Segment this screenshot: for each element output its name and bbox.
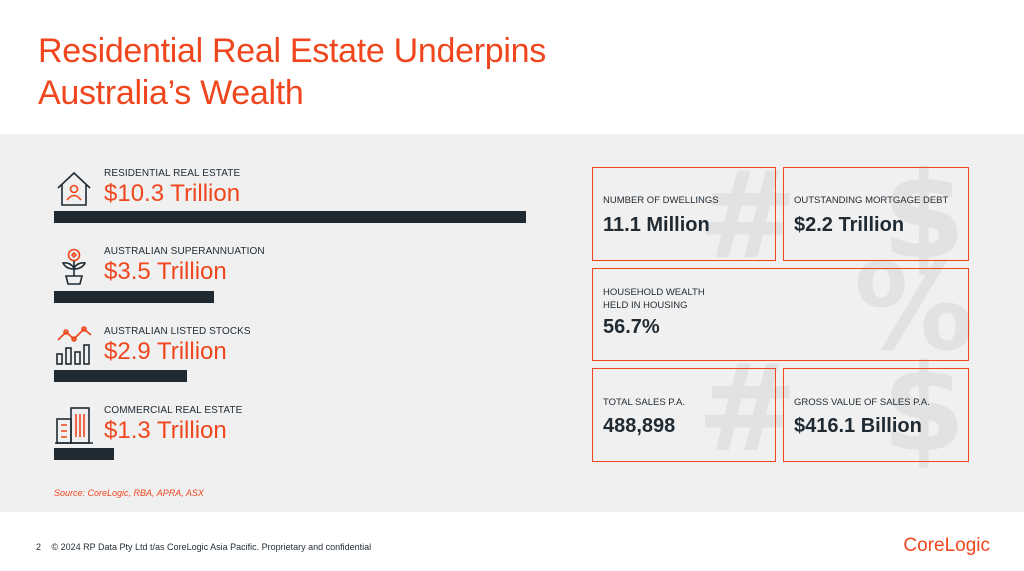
metric-bar (54, 211, 526, 223)
metric-label: AUSTRALIAN LISTED STOCKS (104, 326, 251, 337)
stock-chart-icon (56, 326, 92, 365)
stat-outstanding-mortgage-debt: OUTSTANDING MORTGAGE DEBT $2.2 Trillion (783, 167, 969, 261)
stat-label: TOTAL SALES P.A. (603, 397, 686, 408)
content-panel (0, 134, 1024, 512)
metric-label: RESIDENTIAL REAL ESTATE (104, 168, 241, 179)
stat-total-sales: TOTAL SALES P.A. 488,898 (592, 368, 776, 462)
stat-label: HOUSEHOLD WEALTH HELD IN HOUSING (603, 287, 705, 311)
metric-value: $2.9 Trillion (104, 338, 227, 365)
copyright-text: © 2024 RP Data Pty Ltd t/as CoreLogic As… (51, 542, 372, 552)
footer: 2 © 2024 RP Data Pty Ltd t/as CoreLogic … (36, 542, 371, 552)
plant-coin-icon (61, 248, 87, 285)
slide-title: Residential Real Estate Underpins Austra… (38, 30, 546, 114)
metric-bar (54, 448, 114, 460)
page-number: 2 (36, 542, 42, 552)
stats-grid: # $ % # $ NUMBER OF DWELLINGS 11.1 Milli… (592, 157, 974, 470)
metric-value: $10.3 Trillion (104, 180, 241, 207)
house-person-icon (57, 171, 91, 206)
stat-value: $416.1 Billion (794, 415, 922, 437)
title-line-1: Residential Real Estate Underpins (38, 32, 546, 70)
hash-watermark-icon: # (697, 340, 798, 479)
metric-bar (54, 370, 187, 382)
metric-value: $3.5 Trillion (104, 258, 227, 285)
dollar-watermark-icon: $ (882, 147, 966, 286)
corelogic-logo: CoreLogic (903, 535, 990, 556)
dollar-watermark-icon: $ (882, 340, 966, 479)
metric-label: AUSTRALIAN SUPERANNUATION (104, 246, 265, 257)
stat-value: 488,898 (603, 415, 676, 437)
stat-label: OUTSTANDING MORTGAGE DEBT (794, 195, 949, 206)
source-note: Source: CoreLogic, RBA, APRA, ASX (54, 488, 204, 498)
stat-value: 56.7% (603, 316, 660, 338)
title-line-2: Australia’s Wealth (38, 74, 304, 112)
stat-label: NUMBER OF DWELLINGS (603, 195, 719, 206)
stat-number-of-dwellings: NUMBER OF DWELLINGS 11.1 Million (592, 167, 776, 261)
stat-value: 11.1 Million (603, 214, 710, 236)
stat-household-wealth-in-housing: HOUSEHOLD WEALTH HELD IN HOUSING 56.7% (592, 268, 969, 361)
metric-bar (54, 291, 214, 303)
metric-value: $1.3 Trillion (104, 417, 227, 444)
stat-value: $2.2 Trillion (794, 214, 905, 236)
office-building-icon (55, 407, 93, 444)
stat-gross-value-of-sales: GROSS VALUE OF SALES P.A. $416.1 Billion (783, 368, 969, 462)
hash-watermark-icon: # (697, 147, 798, 286)
stat-label: GROSS VALUE OF SALES P.A. (794, 397, 930, 408)
metric-label: COMMERCIAL REAL ESTATE (104, 405, 243, 416)
